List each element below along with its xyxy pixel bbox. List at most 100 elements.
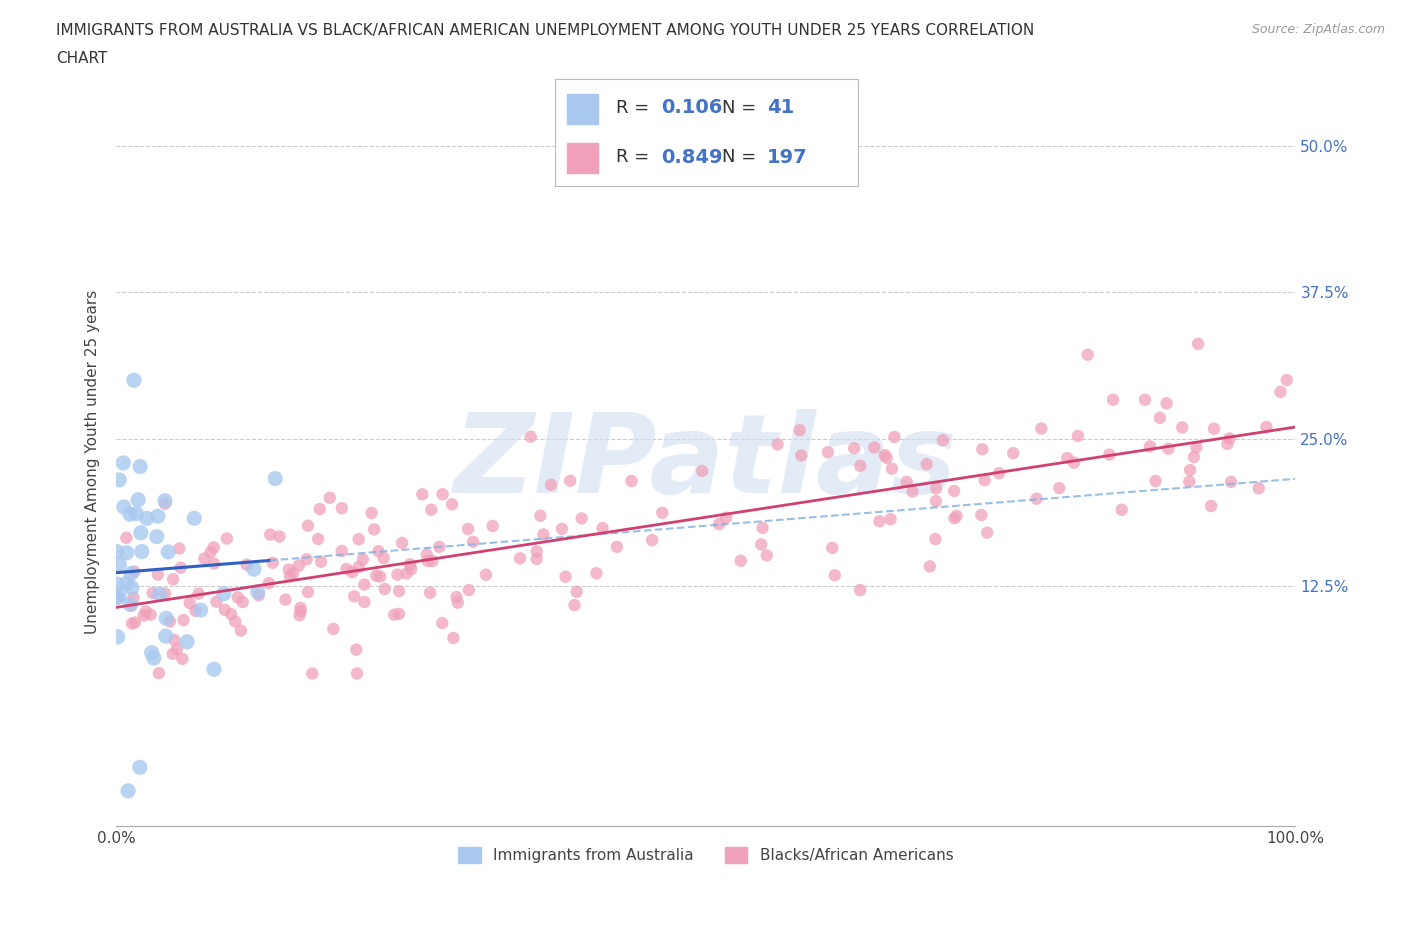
Point	[262, 555, 284, 570]
Point	[475, 567, 498, 582]
Point	[416, 553, 439, 568]
Point	[918, 559, 941, 574]
Point	[146, 509, 169, 524]
Point	[571, 511, 593, 525]
Point	[1144, 473, 1167, 488]
Point	[335, 562, 357, 577]
Point	[1102, 392, 1125, 407]
Point	[184, 604, 207, 618]
Point	[540, 477, 562, 492]
Point	[1256, 419, 1278, 434]
Point	[142, 651, 165, 666]
Point	[107, 630, 129, 644]
Text: 0.849: 0.849	[661, 148, 723, 166]
Point	[142, 586, 165, 601]
Point	[970, 508, 993, 523]
Point	[883, 430, 905, 445]
Point	[427, 539, 450, 554]
Point	[163, 632, 186, 647]
Point	[269, 529, 291, 544]
Point	[146, 567, 169, 582]
Point	[205, 594, 228, 609]
Point	[107, 591, 129, 606]
Point	[533, 527, 555, 542]
Point	[849, 583, 872, 598]
Point	[121, 580, 143, 595]
Point	[108, 557, 131, 572]
Point	[915, 457, 938, 472]
Point	[155, 611, 177, 626]
Point	[790, 448, 813, 463]
Point	[388, 606, 411, 621]
Point	[135, 604, 157, 619]
Point	[122, 373, 145, 388]
Point	[844, 441, 866, 456]
Point	[122, 591, 145, 605]
Point	[347, 532, 370, 547]
Point	[551, 522, 574, 537]
Point	[132, 608, 155, 623]
Point	[190, 603, 212, 618]
Point	[127, 492, 149, 507]
Point	[1220, 474, 1243, 489]
Point	[1178, 474, 1201, 489]
Point	[751, 521, 773, 536]
Point	[943, 484, 966, 498]
Point	[651, 505, 673, 520]
Point	[987, 466, 1010, 481]
Point	[172, 651, 194, 666]
Point	[366, 568, 388, 583]
Point	[183, 511, 205, 525]
Point	[395, 566, 418, 581]
Point	[422, 553, 444, 568]
Bar	[568, 94, 598, 124]
Legend: Immigrants from Australia, Blacks/African Americans: Immigrants from Australia, Blacks/Africa…	[453, 841, 959, 870]
Point	[176, 634, 198, 649]
Point	[330, 500, 353, 515]
Point	[347, 560, 370, 575]
Point	[278, 569, 301, 584]
Point	[257, 576, 280, 591]
Point	[481, 519, 503, 534]
Point	[108, 472, 131, 487]
Point	[166, 642, 188, 657]
Point	[124, 615, 146, 630]
Point	[1275, 373, 1298, 388]
Point	[125, 506, 148, 521]
Point	[901, 484, 924, 498]
Point	[690, 463, 713, 478]
Point	[162, 572, 184, 587]
Point	[107, 590, 129, 604]
Point	[229, 623, 252, 638]
Point	[1187, 337, 1209, 352]
Point	[131, 544, 153, 559]
Y-axis label: Unemployment Among Youth under 25 years: Unemployment Among Youth under 25 years	[86, 290, 100, 634]
Bar	[568, 143, 598, 173]
Point	[346, 666, 368, 681]
Point	[307, 531, 329, 546]
Point	[319, 490, 342, 505]
Point	[162, 646, 184, 661]
Point	[153, 493, 176, 508]
Point	[411, 486, 433, 501]
Point	[606, 539, 628, 554]
Text: N =: N =	[721, 148, 762, 166]
Point	[353, 578, 375, 592]
Point	[1182, 449, 1205, 464]
Text: N =: N =	[721, 99, 762, 117]
Point	[148, 666, 170, 681]
Point	[707, 517, 730, 532]
Point	[1077, 347, 1099, 362]
Point	[1111, 502, 1133, 517]
Point	[789, 423, 811, 438]
Point	[419, 585, 441, 600]
Text: R =: R =	[616, 148, 655, 166]
Text: 0.106: 0.106	[661, 99, 723, 117]
Point	[387, 567, 409, 582]
Point	[344, 643, 367, 658]
Point	[141, 645, 163, 660]
Point	[120, 597, 142, 612]
Point	[112, 456, 135, 471]
Point	[730, 553, 752, 568]
Point	[945, 509, 967, 524]
